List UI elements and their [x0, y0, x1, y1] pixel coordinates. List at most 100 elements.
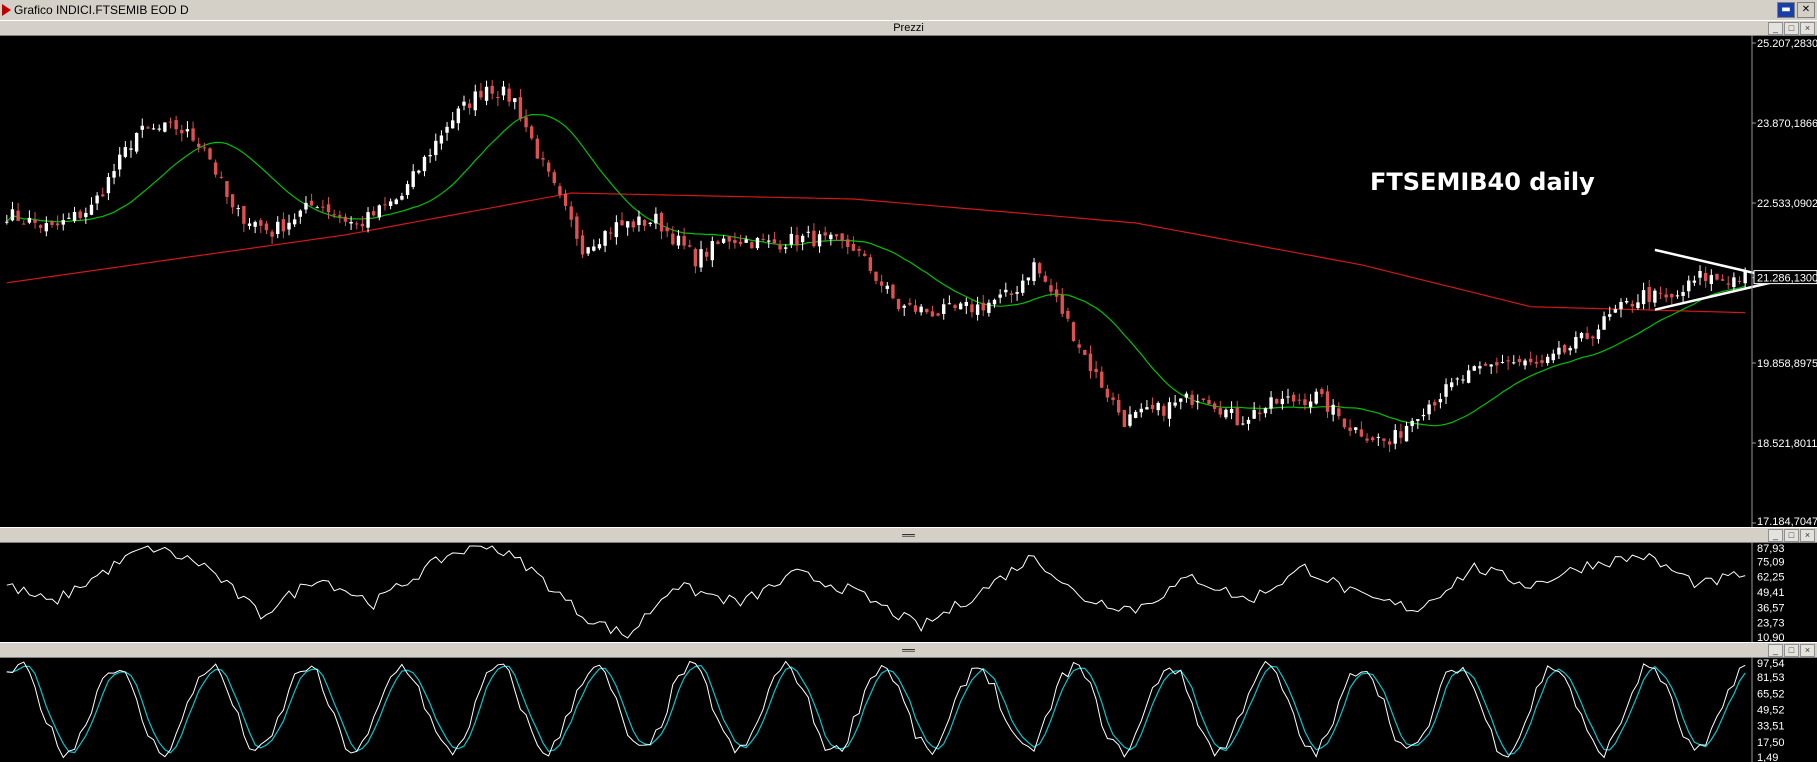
candle-body — [501, 86, 506, 96]
close-icon[interactable]: × — [1800, 529, 1815, 542]
candle-body — [1732, 277, 1736, 288]
candle-body — [908, 302, 912, 305]
candle-body — [197, 143, 201, 147]
candle-body — [1596, 329, 1601, 340]
candle-body — [631, 221, 636, 228]
close-icon[interactable]: ✕ — [1797, 2, 1815, 18]
candle-body — [22, 223, 26, 225]
candle-body — [1709, 275, 1714, 285]
candle-body — [95, 195, 99, 204]
candle-body — [846, 239, 850, 247]
candle-body — [264, 223, 269, 231]
candle-body — [524, 117, 528, 128]
candle-body — [699, 249, 703, 268]
maximize-icon[interactable]: □ — [1784, 529, 1799, 542]
candle-body — [1246, 419, 1251, 424]
long-moving-average-line — [6, 192, 1746, 314]
close-icon[interactable]: × — [1800, 644, 1815, 657]
price-axis-tick-label: 18.521,8011 — [1757, 438, 1817, 450]
candle-body — [642, 220, 647, 226]
stochastic-chart[interactable]: 97,54 81,53 65,52 49,52 33,51 17,50 1,49 — [0, 657, 1817, 762]
close-icon[interactable]: × — [1800, 22, 1815, 35]
candle-body — [134, 132, 139, 152]
minimize-icon[interactable]: ▬ — [1777, 2, 1795, 18]
candle-body — [1664, 294, 1668, 298]
candle-body — [1670, 293, 1674, 298]
candle-body — [1156, 402, 1160, 411]
candle-body — [428, 155, 432, 157]
candle-body — [778, 244, 782, 250]
candle-body — [1399, 431, 1403, 438]
minimize-icon[interactable]: _ — [1768, 529, 1783, 542]
price-chart[interactable]: 25.207,2830 23.870,1866 22.533,0902 21.286,… — [0, 35, 1817, 527]
candle-body — [38, 225, 43, 228]
candle-body — [1116, 399, 1121, 413]
candle-body — [891, 284, 895, 299]
candle-body — [1466, 370, 1471, 383]
candle-body — [1416, 419, 1420, 421]
candle-body — [1037, 263, 1042, 274]
candle-body — [1049, 285, 1053, 292]
candle-body — [563, 193, 568, 206]
candle-body — [1071, 322, 1076, 341]
candle-body — [434, 140, 438, 156]
candle-body — [580, 235, 585, 255]
candle-body — [451, 120, 455, 129]
last-price-marker — [1753, 270, 1817, 285]
candle-body — [829, 234, 833, 240]
candle-body — [1365, 438, 1369, 441]
candle-body — [78, 211, 82, 218]
maximize-icon[interactable]: □ — [1784, 644, 1799, 657]
minimize-icon[interactable]: _ — [1768, 22, 1783, 35]
price-pane-header: Prezzi _ □ × — [0, 20, 1817, 36]
candle-body — [1489, 364, 1493, 367]
candle-body — [1602, 316, 1606, 330]
candle-body — [292, 219, 297, 225]
candle-body — [575, 216, 579, 239]
rsi-pane-header: ══ _ □ × — [0, 527, 1817, 543]
candle-body — [1122, 409, 1127, 427]
candle-body — [473, 91, 477, 111]
rsi-pane-grip[interactable]: ══ — [902, 530, 915, 540]
candle-body — [400, 195, 404, 200]
candle-body — [61, 220, 65, 225]
candle-body — [930, 311, 935, 317]
candle-body — [321, 206, 325, 208]
candle-body — [1201, 398, 1206, 400]
candle-body — [947, 303, 952, 305]
candle-body — [625, 221, 630, 228]
candle-body — [89, 204, 94, 215]
candle-body — [1128, 414, 1132, 426]
candle-body — [377, 205, 382, 218]
stoch-pane-controls: _ □ × — [1768, 644, 1815, 657]
candle-body — [710, 241, 715, 261]
candle-body — [970, 304, 974, 313]
candle-body — [309, 200, 314, 206]
candle-body — [1173, 402, 1177, 406]
candle-body — [936, 313, 940, 316]
candle-body — [863, 253, 867, 256]
candle-body — [1500, 361, 1505, 363]
candle-body — [1557, 347, 1561, 355]
price-pane-controls: _ □ × — [1768, 22, 1815, 35]
candle-body — [812, 230, 816, 247]
candle-body — [383, 204, 387, 206]
short-moving-average-line — [6, 113, 1746, 427]
candle-body — [1196, 401, 1200, 403]
candle-body — [1291, 394, 1296, 402]
candle-body — [1162, 405, 1166, 416]
stochastic-axis-tick-label: 65,52 — [1757, 688, 1785, 700]
stochastic-axis-tick-label: 17,50 — [1757, 737, 1785, 749]
candle-body — [987, 302, 991, 313]
stoch-pane-grip[interactable]: ══ — [902, 645, 915, 655]
maximize-icon[interactable]: □ — [1784, 22, 1799, 35]
stochastic-axis-tick-label: 33,51 — [1757, 721, 1785, 733]
candle-body — [1083, 349, 1087, 355]
candle-body — [202, 147, 207, 149]
candle-body — [772, 239, 777, 244]
candle-body — [1658, 292, 1663, 294]
minimize-icon[interactable]: _ — [1768, 644, 1783, 657]
candle-body — [1636, 302, 1640, 309]
candle-body — [1687, 280, 1691, 292]
